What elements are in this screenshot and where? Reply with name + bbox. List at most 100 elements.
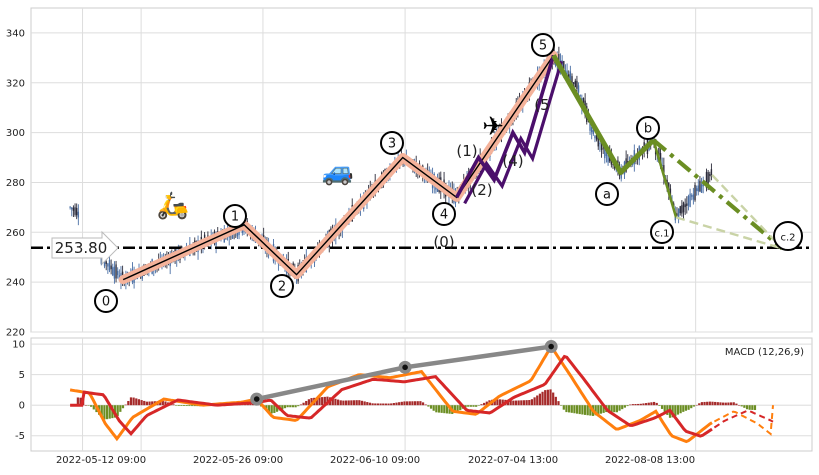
candle-body (695, 188, 698, 191)
candle-body (709, 174, 711, 176)
macd-histogram-bar (562, 405, 565, 410)
candle-body (582, 98, 585, 106)
wave-label: 1 (231, 210, 239, 225)
macd-histogram-bar (528, 400, 531, 406)
macd-histogram-bar (703, 401, 706, 406)
candle-body (677, 208, 680, 220)
macd-histogram-bar (286, 405, 289, 408)
macd-histogram-bar (315, 397, 318, 406)
macd-histogram-bar (376, 403, 380, 406)
macd-histogram-bar (698, 403, 701, 406)
macd-histogram-bar (618, 405, 621, 411)
candle-body (705, 171, 708, 188)
macd-histogram-bar (541, 391, 544, 406)
macd-histogram-bar (631, 404, 634, 406)
macd-histogram-bar (339, 400, 342, 406)
candle-body (687, 195, 690, 206)
macd-histogram-bar (745, 405, 749, 410)
candle-body (604, 147, 606, 159)
macd-histogram-bar (392, 403, 395, 406)
macd-histogram-bar (334, 398, 337, 406)
macd-histogram-bar (121, 405, 125, 409)
macd-histogram-bar (498, 399, 502, 406)
macd-histogram-bar (270, 405, 273, 414)
macd-histogram-bar (132, 397, 135, 406)
candle-body (697, 185, 699, 192)
macd-histogram-bar (464, 405, 467, 408)
sub-wave-label: (0) (433, 233, 454, 251)
wave-marker-circle (650, 220, 674, 244)
macd-histogram-bar (105, 405, 109, 420)
candle-body (107, 263, 109, 267)
price-label: 253.80 (55, 239, 108, 257)
candle-body (71, 207, 73, 210)
macd-histogram-bar (682, 405, 685, 412)
macd-histogram-bar (514, 400, 518, 406)
candle-body (576, 80, 578, 89)
macd-histogram-bar (182, 405, 186, 406)
candle-body (110, 265, 112, 270)
candle-body (74, 207, 76, 215)
macd-histogram-bar (530, 399, 534, 406)
macd-histogram-bar (116, 405, 119, 416)
macd-histogram-bar (708, 401, 711, 406)
divergence-point-inner (402, 364, 408, 371)
macd-histogram-bar (429, 405, 433, 409)
candle-body (676, 213, 678, 216)
corrective-wave-ab (551, 54, 656, 175)
macd-histogram-bar (483, 402, 486, 406)
candle-body (69, 206, 71, 208)
wave-marker-circle (636, 116, 660, 140)
candle-body (684, 204, 686, 208)
macd-histogram-bar (92, 405, 95, 410)
macd-histogram-bar (536, 395, 539, 406)
emoji-marker: 🛵 (157, 191, 189, 221)
macd-histogram-bar (573, 405, 576, 414)
macd-histogram-bar (403, 401, 406, 406)
candle-body (568, 74, 570, 80)
macd-histogram-bar (297, 405, 300, 407)
macd-histogram-bar (740, 405, 743, 407)
macd-histogram-bar (594, 405, 597, 416)
macd-histogram-bar (560, 405, 563, 406)
macd-histogram-bar (714, 401, 717, 406)
candle-body (659, 153, 662, 166)
macd-histogram-bar (671, 405, 674, 418)
macd-histogram-bar (294, 405, 297, 408)
candle-body (116, 270, 119, 276)
candle-body (592, 130, 595, 135)
macd-histogram-bar (275, 405, 279, 412)
macd-histogram-bar (363, 401, 366, 406)
candle-body (77, 211, 80, 218)
wave-marker-circle (270, 274, 294, 298)
wave-label: 0 (102, 295, 110, 310)
macd-histogram-bar (724, 402, 727, 406)
macd-histogram-bar (692, 405, 696, 407)
y-tick-label: 340 (6, 28, 25, 39)
macd-histogram-bar (472, 405, 475, 407)
candle-body (700, 184, 703, 193)
price-arrow-shape (51, 230, 119, 266)
macd-histogram-bar (390, 403, 393, 406)
macd-histogram-bar (267, 405, 271, 413)
emoji-marker: ✈ (482, 112, 504, 142)
main-grid (31, 8, 812, 333)
x-tick-label: 2022-06-10 09:00 (330, 455, 420, 466)
wave-lines (31, 50, 812, 285)
macd-histogram-bar (161, 400, 164, 406)
macd-histogram-bar (273, 405, 276, 413)
macd-histogram-bar (706, 401, 709, 406)
wave-marker-circle (531, 33, 555, 57)
wave-labels: 253.80 0 1 2 3 4 5 a b c.1 c.2 (0) (1) (2) (4) (5 🛵 🚙 ✈ (51, 33, 803, 313)
macd-histogram-bar (469, 405, 472, 407)
candle-body (692, 194, 695, 200)
candle-body (563, 60, 565, 72)
macd-histogram-bar (323, 396, 326, 406)
macd-histogram-bar (90, 405, 93, 407)
signal-line-projection (713, 409, 774, 429)
macd-histogram-bar (164, 401, 167, 406)
macd-histogram-bar (318, 397, 321, 406)
macd-histogram-bar (581, 405, 584, 415)
macd-histogram-bar (679, 405, 682, 414)
